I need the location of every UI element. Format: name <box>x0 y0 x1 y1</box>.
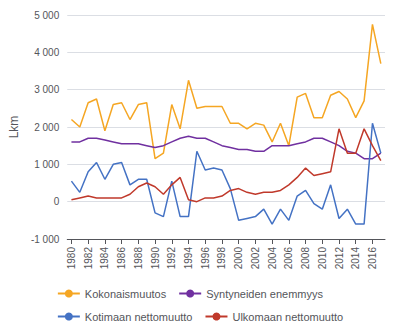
svg-text:1996: 1996 <box>200 247 211 270</box>
svg-text:5 000: 5 000 <box>34 10 59 21</box>
svg-text:1992: 1992 <box>166 247 177 270</box>
svg-text:2014: 2014 <box>350 247 361 270</box>
svg-text:Kotimaan nettomuutto: Kotimaan nettomuutto <box>85 311 193 323</box>
svg-text:1986: 1986 <box>116 247 127 270</box>
svg-text:1988: 1988 <box>133 247 144 270</box>
svg-text:2004: 2004 <box>267 247 278 270</box>
svg-text:Kokonaismuutos: Kokonaismuutos <box>85 288 167 300</box>
svg-text:4 000: 4 000 <box>34 47 59 58</box>
svg-text:Lkm: Lkm <box>7 116 21 139</box>
svg-text:Ulkomaan nettomuutto: Ulkomaan nettomuutto <box>232 311 343 323</box>
svg-text:0: 0 <box>54 196 60 207</box>
svg-text:2016: 2016 <box>367 247 378 270</box>
svg-text:-1 000: -1 000 <box>31 234 60 245</box>
svg-text:2000: 2000 <box>233 247 244 270</box>
svg-text:1982: 1982 <box>83 247 94 270</box>
svg-text:1990: 1990 <box>150 247 161 270</box>
svg-text:1980: 1980 <box>66 247 77 270</box>
svg-text:1984: 1984 <box>99 247 110 270</box>
svg-text:2008: 2008 <box>300 247 311 270</box>
svg-text:1998: 1998 <box>216 247 227 270</box>
svg-text:3 000: 3 000 <box>34 84 59 95</box>
svg-text:2006: 2006 <box>283 247 294 270</box>
svg-text:Syntyneiden enemmyys: Syntyneiden enemmyys <box>206 288 323 300</box>
svg-text:2 000: 2 000 <box>34 122 59 133</box>
svg-text:2012: 2012 <box>334 247 345 270</box>
svg-text:1 000: 1 000 <box>34 159 59 170</box>
svg-text:1994: 1994 <box>183 247 194 270</box>
svg-text:2002: 2002 <box>250 247 261 270</box>
svg-text:2010: 2010 <box>317 247 328 270</box>
